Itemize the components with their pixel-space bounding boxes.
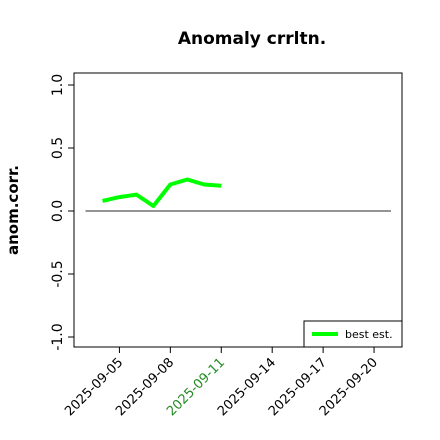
y-tick-label: 0.0 [50,200,66,222]
legend: best est. [303,320,403,348]
series-line-best-est [102,177,222,208]
y-tick-label: 0.5 [50,137,66,159]
y-axis: -1.0 -0.5 0.0 0.5 1.0 [50,74,74,351]
plot-frame [73,72,403,348]
y-tick-label: 1.0 [50,74,66,96]
y-tick-label: -0.5 [50,260,66,287]
x-axis: 2025-09-052025-09-082025-09-112025-09-14… [62,347,381,419]
y-axis-label: anom.corr. [4,165,22,255]
legend-label-best-est: best est. [345,328,393,341]
y-tick-label: -1.0 [50,323,66,350]
plot-area [85,177,392,212]
chart-title: Anomaly crrltn. [178,29,326,49]
